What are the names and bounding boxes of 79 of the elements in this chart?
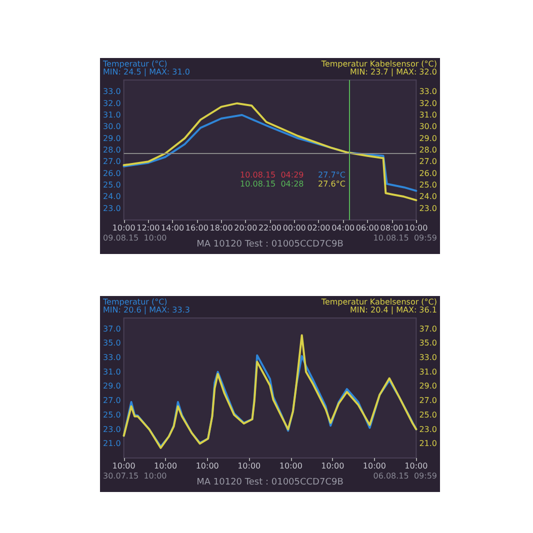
y2-tick-label: 26.0 <box>419 168 437 178</box>
annotation: 10.08.15 04:28 <box>240 180 304 188</box>
y2-tick-label: 23.0 <box>419 204 437 213</box>
text: 10.08.15 09:59 <box>373 234 437 242</box>
y2-tick-label: 29.0 <box>419 134 437 143</box>
y2-tick-label: 29.0 <box>419 382 437 391</box>
y-tick-label: 31.0 <box>103 110 121 120</box>
x-tick-label: 18:00 <box>210 224 233 232</box>
y-tick-label: 31.0 <box>103 367 121 376</box>
y2-tick-label: 33.0 <box>419 87 437 96</box>
y-tick-label: 35.0 <box>103 338 121 348</box>
y-tick-label: 21.0 <box>103 439 121 448</box>
y-tick-label: 23.0 <box>103 204 121 213</box>
annotation: 27.6°C <box>318 180 346 188</box>
y2-tick-label: 30.0 <box>419 122 437 132</box>
x-tick-label: 10:00 <box>196 462 219 470</box>
x-tick-label: 10:00 <box>154 462 178 470</box>
x-tick-label: 22:00 <box>258 224 282 232</box>
y2-tick-label: 25.0 <box>419 410 437 420</box>
x-tick-label: 14:00 <box>161 224 184 232</box>
y2-tick-label: 35.0 <box>419 338 437 348</box>
text: MIN: 24.5 | MAX: 31.0 <box>103 68 190 76</box>
x-tick-label: 10:00 <box>279 462 302 470</box>
y-tick-label: 29.0 <box>103 382 121 391</box>
y2-tick-label: 24.0 <box>419 192 437 202</box>
x-tick-label: 04:00 <box>332 224 355 232</box>
y-tick-label: 24.0 <box>103 192 121 202</box>
text: MA 10120 Test : 01005CCD7C9B <box>196 478 344 488</box>
text: 06.08.15 09:59 <box>373 472 437 480</box>
y2-axis-title: Temperatur Kabelsensor (°C) <box>320 60 438 68</box>
y-tick-label: 33.0 <box>103 87 121 96</box>
x-tick-label: 12:00 <box>136 224 160 232</box>
text: MIN: 20.4 | MAX: 36.1 <box>350 306 437 314</box>
y-tick-label: 23.0 <box>103 424 121 434</box>
text: MA 10120 Test : 01005CCD7C9B <box>196 240 344 250</box>
y2-tick-label: 25.0 <box>419 180 437 190</box>
x-tick-label: 00:00 <box>282 224 306 232</box>
y2-tick-label: 27.0 <box>419 396 437 406</box>
x-tick-label: 10:00 <box>112 224 136 232</box>
x-tick-label: 02:00 <box>307 224 330 232</box>
y2-tick-label: 21.0 <box>419 439 437 448</box>
y-tick-label: 30.0 <box>103 122 121 132</box>
x-tick-label: 10:00 <box>404 224 428 232</box>
y-tick-label: 29.0 <box>103 134 121 143</box>
annotation: 27.7°C <box>318 170 346 180</box>
y2-tick-label: 27.0 <box>419 157 437 166</box>
annotation: 10.08.15 04:29 <box>240 170 304 180</box>
x-tick-label: 06:00 <box>356 224 379 232</box>
y-tick-label: 27.0 <box>103 396 121 406</box>
y-tick-label: 25.0 <box>103 180 121 190</box>
y2-tick-label: 23.0 <box>419 424 437 434</box>
text: MIN: 20.6 | MAX: 33.3 <box>103 306 190 314</box>
y-tick-label: 25.0 <box>103 410 121 420</box>
x-tick-label: 08:00 <box>380 224 404 232</box>
x-tick-label: 20:00 <box>234 224 258 232</box>
y2-tick-label: 33.0 <box>419 352 437 362</box>
y-axis-title: Temperatur (°C) <box>102 60 168 68</box>
y-tick-label: 33.0 <box>103 352 121 362</box>
y-tick-label: 27.0 <box>103 157 121 166</box>
text: 09.08.15 10:00 <box>103 234 167 242</box>
y2-tick-label: 37.0 <box>419 324 437 334</box>
y-tick-label: 37.0 <box>103 324 121 334</box>
text: MIN: 23.7 | MAX: 32.0 <box>350 68 437 76</box>
x-tick-label: 10:00 <box>362 462 386 470</box>
text: 30.07.15 10:00 <box>103 472 167 480</box>
x-tick-label: 10:00 <box>321 462 344 470</box>
y2-tick-label: 32.0 <box>419 98 437 108</box>
y-tick-label: 28.0 <box>103 146 121 154</box>
x-tick-label: 16:00 <box>185 224 208 232</box>
y-axis-title: Temperatur (°C) <box>102 298 168 306</box>
y2-tick-label: 31.0 <box>419 110 437 120</box>
y2-tick-label: 28.0 <box>419 146 437 154</box>
x-tick-label: 10:00 <box>404 462 428 470</box>
x-tick-label: 10:00 <box>238 462 261 470</box>
y2-axis-title: Temperatur Kabelsensor (°C) <box>320 298 438 306</box>
x-tick-label: 10:00 <box>112 462 136 470</box>
y2-tick-label: 31.0 <box>419 367 437 376</box>
y-tick-label: 26.0 <box>103 168 121 178</box>
y-tick-label: 32.0 <box>103 98 121 108</box>
